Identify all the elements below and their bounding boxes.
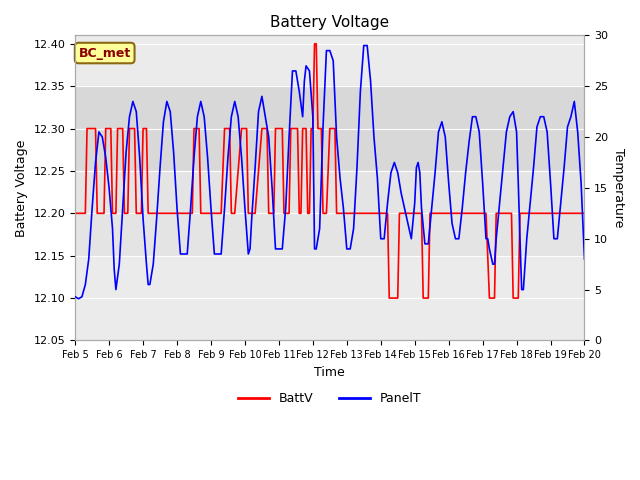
Bar xyxy=(75,86,584,171)
Text: BC_met: BC_met xyxy=(79,47,131,60)
Y-axis label: Battery Voltage: Battery Voltage xyxy=(15,139,28,237)
X-axis label: Time: Time xyxy=(314,366,345,379)
Bar xyxy=(75,171,584,256)
Legend: BattV, PanelT: BattV, PanelT xyxy=(233,387,427,410)
Title: Battery Voltage: Battery Voltage xyxy=(270,15,389,30)
Y-axis label: Temperature: Temperature xyxy=(612,148,625,228)
